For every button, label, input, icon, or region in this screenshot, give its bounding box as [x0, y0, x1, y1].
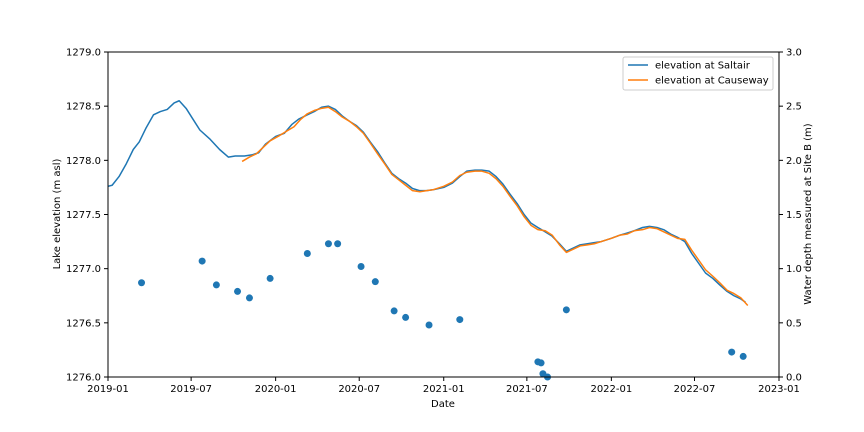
- right-y-tick-label-4: 2.0: [786, 156, 802, 167]
- depth-point-1: [198, 257, 206, 265]
- right-y-axis-label: Water depth measured at Site B (m): [803, 123, 814, 304]
- left-y-tick-label-2: 1277.0: [66, 264, 101, 275]
- left-y-axis-label: Lake elevation (m asl): [52, 159, 63, 270]
- depth-point-20: [728, 348, 736, 356]
- depth-point-2: [212, 281, 220, 289]
- depth-point-19: [562, 306, 570, 314]
- x-tick-label-5: 2021-07: [506, 384, 548, 395]
- right-y-tick-label-1: 0.5: [786, 318, 802, 329]
- plot-area: [107, 100, 749, 381]
- depth-point-13: [425, 321, 433, 329]
- right-y-tick-label-6: 3.0: [786, 48, 802, 59]
- x-tick-label-8: 2023-01: [758, 384, 800, 395]
- right-y-tick-label-0: 0.0: [786, 373, 802, 384]
- right-y-tick-label-5: 2.5: [786, 102, 802, 113]
- x-tick-label-1: 2019-07: [170, 384, 212, 395]
- left-y-tick-label-4: 1278.0: [66, 156, 101, 167]
- depth-point-4: [245, 294, 253, 302]
- right-y-tick-label-3: 1.5: [786, 210, 802, 221]
- x-tick-label-6: 2022-01: [590, 384, 632, 395]
- depth-point-11: [390, 307, 398, 315]
- depth-point-14: [456, 316, 464, 324]
- right-y-tick-label-2: 1.0: [786, 264, 802, 275]
- x-tick-label-3: 2020-07: [338, 384, 380, 395]
- depth-point-21: [739, 352, 747, 360]
- legend-label-causeway: elevation at Causeway: [655, 76, 769, 87]
- left-y-tick-label-3: 1277.5: [66, 210, 101, 221]
- depth-point-16: [537, 359, 545, 367]
- legend: elevation at Saltair elevation at Causew…: [622, 56, 774, 91]
- depth-point-10: [371, 278, 379, 286]
- x-tick-label-4: 2021-01: [423, 384, 465, 395]
- x-tick-label-2: 2020-01: [255, 384, 297, 395]
- legend-label-saltair: elevation at Saltair: [655, 61, 751, 72]
- depth-point-9: [357, 263, 365, 270]
- legend-frame: [622, 56, 774, 91]
- depth-point-8: [334, 240, 342, 248]
- x-axis-label: Date: [431, 399, 455, 410]
- depth-point-5: [266, 274, 274, 282]
- x-tick-label-7: 2022-07: [674, 384, 716, 395]
- depth-point-3: [234, 287, 242, 295]
- left-y-tick-label-5: 1278.5: [66, 102, 101, 113]
- left-y-tick-label-6: 1279.0: [66, 48, 101, 59]
- plot-frame: [107, 51, 780, 378]
- depth-point-0: [138, 279, 146, 287]
- left-y-tick-label-1: 1276.5: [66, 318, 101, 329]
- depth-point-7: [324, 240, 332, 248]
- depth-point-12: [402, 313, 410, 321]
- depth-point-6: [303, 250, 311, 257]
- x-tick-label-0: 2019-01: [87, 384, 129, 395]
- series-line-causeway: [241, 106, 749, 307]
- left-y-tick-label-0: 1276.0: [66, 373, 101, 384]
- axes: 2019-01 2019-07 2020-01 2020-07 2021-01 2021-…: [66, 48, 802, 396]
- series-line-saltair: [107, 100, 746, 303]
